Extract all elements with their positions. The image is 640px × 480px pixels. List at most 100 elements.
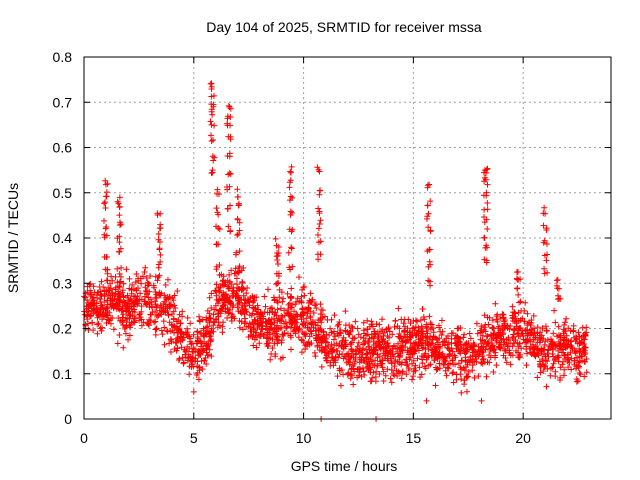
data-point <box>250 304 257 311</box>
data-point <box>471 374 478 381</box>
data-point <box>263 334 270 341</box>
data-point <box>576 369 583 376</box>
data-point <box>481 214 488 221</box>
data-point <box>119 303 126 310</box>
data-point <box>371 328 378 335</box>
data-point <box>564 343 571 350</box>
data-point <box>530 312 537 319</box>
data-point <box>268 316 275 323</box>
data-point <box>201 338 208 345</box>
data-point <box>491 330 498 337</box>
data-point <box>463 373 470 380</box>
data-point <box>287 169 294 176</box>
data-point <box>223 183 230 190</box>
data-point <box>118 298 125 305</box>
data-point <box>225 310 232 317</box>
data-point <box>548 340 555 347</box>
data-point <box>103 306 110 313</box>
data-point <box>583 324 590 331</box>
data-point <box>266 339 273 346</box>
data-point <box>317 217 324 224</box>
data-point <box>352 356 359 363</box>
data-point <box>539 325 546 332</box>
data-point <box>157 258 164 265</box>
data-point <box>574 340 581 347</box>
data-point <box>228 314 235 321</box>
data-point <box>301 318 308 325</box>
data-point <box>375 337 382 344</box>
data-point <box>186 345 193 352</box>
data-point <box>560 372 567 379</box>
data-point <box>386 334 393 341</box>
data-point <box>573 333 580 340</box>
data-point <box>379 316 386 323</box>
data-point <box>243 290 250 297</box>
data-point <box>572 350 579 357</box>
data-point <box>448 330 455 337</box>
data-point <box>513 323 520 330</box>
data-point <box>103 232 110 239</box>
data-point <box>127 321 134 328</box>
data-point <box>354 343 361 350</box>
data-point <box>248 312 255 319</box>
data-point <box>411 350 418 357</box>
data-point <box>165 311 172 318</box>
data-point <box>125 336 132 343</box>
data-point <box>434 355 441 362</box>
data-point <box>426 181 433 188</box>
data-point <box>95 320 102 327</box>
data-point <box>430 329 437 336</box>
data-point <box>364 360 371 367</box>
data-point <box>318 319 325 326</box>
data-point <box>537 369 544 376</box>
data-point <box>172 305 179 312</box>
data-point <box>174 287 181 294</box>
data-point <box>151 284 158 291</box>
data-point <box>285 249 292 256</box>
data-point <box>293 299 300 306</box>
data-point <box>175 317 182 324</box>
data-point <box>316 220 323 227</box>
data-point <box>311 302 318 309</box>
data-point <box>321 313 328 320</box>
data-point <box>410 340 417 347</box>
data-point <box>261 293 268 300</box>
data-point <box>347 371 354 378</box>
data-point <box>146 316 153 323</box>
data-point <box>427 198 434 205</box>
data-point <box>128 305 135 312</box>
data-point <box>103 254 110 261</box>
data-point <box>342 343 349 350</box>
data-point <box>305 305 312 312</box>
data-point <box>276 286 283 293</box>
data-point <box>110 326 117 333</box>
data-point <box>260 333 267 340</box>
data-point <box>449 348 456 355</box>
data-point <box>424 330 431 337</box>
data-point <box>289 263 296 270</box>
data-point <box>112 284 119 291</box>
data-point <box>507 322 514 329</box>
data-point <box>188 341 195 348</box>
data-point <box>514 276 521 283</box>
data-point <box>129 281 136 288</box>
data-point <box>166 340 173 347</box>
data-point <box>396 346 403 353</box>
data-point <box>467 335 474 342</box>
data-point <box>517 351 524 358</box>
data-point <box>307 290 314 297</box>
data-point <box>527 329 534 336</box>
data-point <box>403 371 410 378</box>
data-point <box>478 327 485 334</box>
data-point <box>383 326 390 333</box>
data-point <box>561 352 568 359</box>
data-point <box>115 288 122 295</box>
data-point <box>183 347 190 354</box>
data-point <box>89 295 96 302</box>
data-point <box>225 133 232 140</box>
data-point <box>143 275 150 282</box>
data-point <box>253 329 260 336</box>
data-point <box>305 306 312 313</box>
data-point <box>212 316 219 323</box>
data-point <box>234 232 241 239</box>
